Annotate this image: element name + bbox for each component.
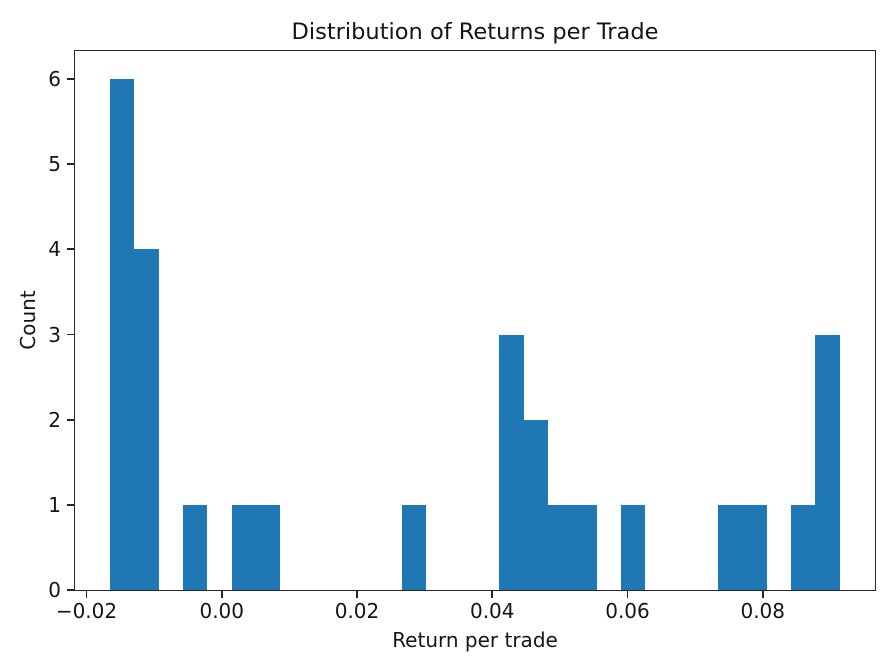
y-tick-mark bbox=[67, 78, 74, 80]
histogram-bar bbox=[523, 419, 548, 590]
histogram-bar bbox=[815, 334, 840, 590]
histogram-bar bbox=[255, 504, 281, 590]
histogram-bar bbox=[134, 249, 159, 590]
x-tick-mark bbox=[85, 591, 88, 598]
y-tick-label: 5 bbox=[48, 152, 61, 177]
x-tick-label: 0.06 bbox=[605, 599, 650, 623]
y-tick-label: 0 bbox=[48, 578, 61, 602]
histogram-bar bbox=[182, 504, 208, 590]
x-tick-label: 0.02 bbox=[334, 599, 380, 623]
histogram-bar bbox=[110, 79, 135, 590]
y-tick-mark bbox=[67, 333, 74, 336]
x-tick-label: 0.04 bbox=[469, 599, 515, 623]
x-tick-mark bbox=[626, 591, 629, 598]
y-tick-label: 3 bbox=[48, 322, 61, 347]
histogram-bar bbox=[572, 504, 597, 590]
x-tick-label: 0.00 bbox=[199, 599, 244, 623]
y-tick-mark bbox=[67, 418, 74, 421]
plot-area bbox=[74, 50, 876, 591]
x-tick-mark bbox=[356, 591, 358, 598]
histogram-bar bbox=[620, 504, 646, 590]
y-tick-label: 2 bbox=[48, 407, 61, 432]
y-tick-mark bbox=[67, 503, 74, 506]
histogram-bar bbox=[499, 334, 524, 590]
x-tick-mark bbox=[491, 591, 494, 598]
x-axis-label: Return per trade bbox=[392, 628, 558, 652]
y-tick-label: 4 bbox=[48, 237, 61, 262]
y-tick-label: 6 bbox=[48, 67, 61, 92]
histogram-bar bbox=[401, 504, 427, 590]
histogram-bar bbox=[718, 504, 743, 590]
y-tick-mark bbox=[67, 589, 74, 591]
x-tick-label: 0.08 bbox=[740, 599, 785, 623]
chart-title: Distribution of Returns per Trade bbox=[291, 19, 659, 45]
x-tick-label: −0.02 bbox=[55, 599, 118, 623]
histogram-bar bbox=[231, 504, 256, 590]
y-tick-label: 1 bbox=[48, 492, 61, 517]
histogram-bar bbox=[742, 504, 767, 590]
x-tick-mark bbox=[761, 591, 764, 598]
x-tick-mark bbox=[220, 591, 223, 598]
y-tick-mark bbox=[67, 248, 74, 251]
histogram-bar bbox=[791, 504, 816, 590]
y-tick-mark bbox=[67, 163, 74, 166]
histogram-bar bbox=[547, 504, 573, 590]
